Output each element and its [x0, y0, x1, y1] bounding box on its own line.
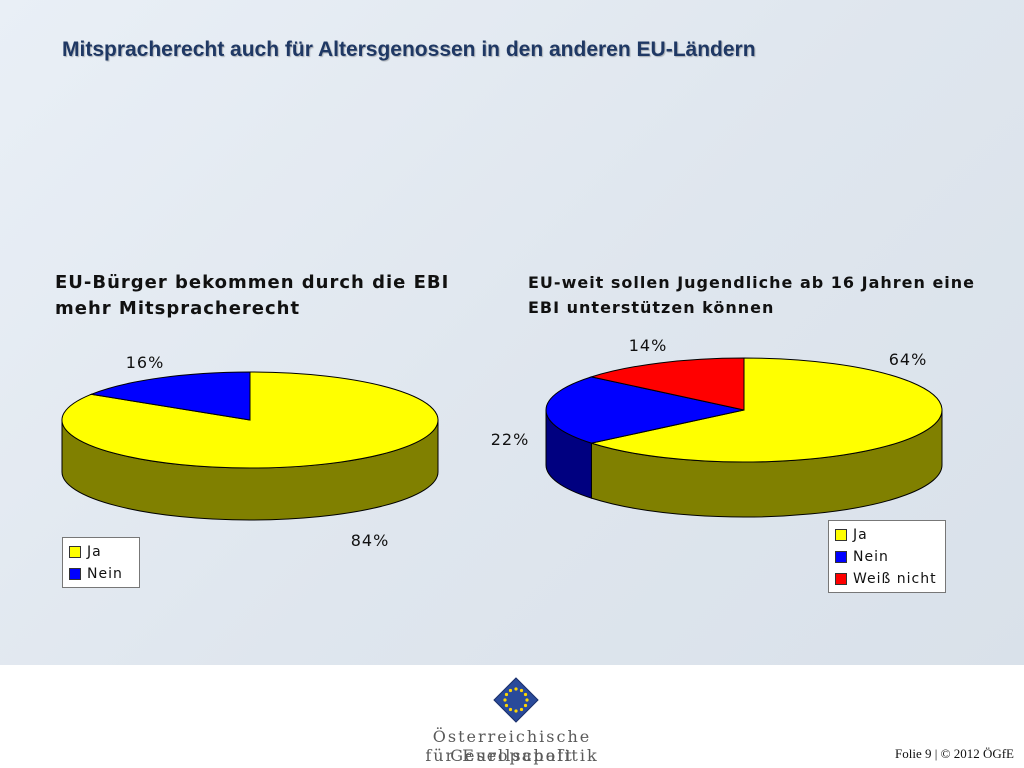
legend-label-nein: Nein — [87, 566, 123, 582]
logo-star-icon — [523, 703, 528, 708]
legend-item-nein: Nein — [835, 546, 939, 568]
pie-slice-ja — [589, 357, 943, 463]
chart-1-title: EU-Bürger bekommen durch die EBI mehr Mi… — [55, 272, 450, 319]
pie-slice-weiss-nicht — [589, 357, 745, 411]
pie-2-label-nein: 22% — [491, 430, 530, 449]
pie-slice-nein — [545, 376, 745, 444]
legend-swatch-weiss-nicht — [835, 573, 847, 585]
legend-swatch-ja — [835, 529, 847, 541]
org-name-line-2: für Europapolitik — [425, 746, 599, 765]
org-name-line-1: Österreichische Gesellschaft — [432, 727, 592, 765]
legend-swatch-nein — [835, 551, 847, 563]
logo-star-icon — [519, 688, 524, 693]
slide-number: Folie 9 | © 2012 ÖGfE — [895, 746, 1014, 761]
pie-2-label-ja: 64% — [889, 350, 928, 369]
legend-swatch-nein — [69, 568, 81, 580]
legend-item-ja: Ja — [69, 541, 133, 563]
logo-star-icon — [523, 692, 528, 697]
logo-star-icon — [519, 707, 524, 712]
legend-label-ja: Ja — [853, 527, 868, 543]
logo-star-icon — [514, 709, 518, 713]
chart-1-legend: Ja Nein — [62, 537, 140, 588]
pie-1-label-ja: 84% — [351, 531, 390, 550]
legend-label-weiss-nicht: Weiß nicht — [853, 571, 937, 587]
legend-item-nein: Nein — [69, 563, 133, 585]
pie-1-label-nein: 16% — [126, 353, 165, 372]
oegfe-logo-icon — [493, 677, 539, 723]
logo-star-icon — [514, 687, 518, 691]
legend-label-ja: Ja — [87, 544, 102, 560]
legend-item-ja: Ja — [835, 524, 939, 546]
slide-title: Mitspracherecht auch für Altersgenossen … — [62, 38, 756, 61]
pie-chart-2 — [545, 357, 943, 518]
legend-item-weiss-nicht: Weiß nicht — [835, 568, 939, 590]
chart-2-legend: Ja Nein Weiß nicht — [828, 520, 946, 593]
logo-star-icon — [503, 698, 507, 702]
legend-swatch-ja — [69, 546, 81, 558]
logo-star-icon — [508, 707, 513, 712]
pie-chart-1 — [61, 371, 439, 521]
pie-slice-nein — [89, 371, 251, 421]
logo-star-icon — [508, 688, 513, 693]
pie-2-label-weiss-nicht: 14% — [629, 336, 668, 355]
chart-2-title: EU-weit sollen Jugendliche ab 16 Jahren … — [528, 273, 976, 317]
slide-background: Mitspracherecht auch für Altersgenossen … — [0, 0, 1024, 665]
legend-label-nein: Nein — [853, 549, 889, 565]
logo-star-icon — [504, 692, 509, 697]
logo-star-icon — [525, 698, 529, 702]
pie-charts: 16% 84% 64% 22% 14% — [61, 336, 943, 550]
logo-star-icon — [504, 703, 509, 708]
